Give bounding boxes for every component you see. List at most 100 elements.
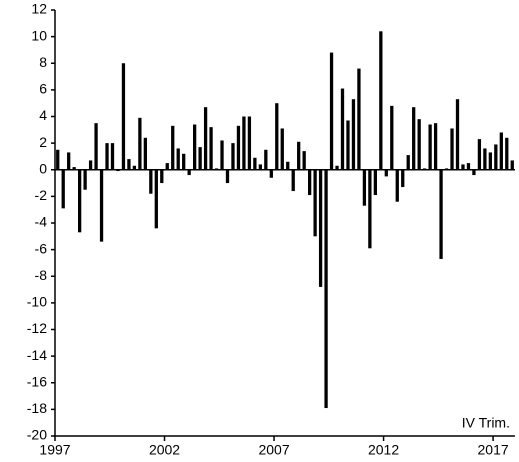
- bar: [412, 107, 416, 170]
- bar: [488, 152, 492, 170]
- bar: [357, 68, 361, 170]
- bar: [56, 149, 60, 170]
- bar: [291, 169, 295, 192]
- x-tick-label: 2017: [478, 442, 509, 458]
- bar: [472, 169, 476, 176]
- bar: [78, 169, 82, 233]
- y-tick-label: -2: [35, 187, 48, 203]
- bar: [193, 124, 197, 170]
- bar: [187, 169, 191, 176]
- y-tick-label: -14: [27, 347, 47, 363]
- bar: [203, 107, 208, 170]
- bar: [231, 143, 235, 170]
- annotation: IV Trim.: [462, 415, 510, 431]
- bar: [269, 169, 273, 178]
- bar: [302, 151, 306, 170]
- y-tick-label: -4: [35, 214, 48, 230]
- bar: [494, 144, 498, 170]
- bar: [324, 169, 328, 409]
- bar: [318, 169, 323, 287]
- x-tick-label: 2012: [368, 442, 399, 458]
- bar: [373, 169, 377, 196]
- bar: [461, 164, 465, 170]
- bar: [99, 169, 104, 242]
- y-tick-label: -16: [27, 373, 47, 389]
- bar: [94, 123, 98, 170]
- bar: [505, 137, 509, 170]
- bar: [368, 169, 372, 249]
- y-tick-label: 2: [39, 134, 47, 150]
- bar: [209, 127, 213, 170]
- y-tick-label: 8: [39, 54, 47, 70]
- bar: [275, 103, 279, 170]
- bar: [395, 169, 399, 202]
- bar: [406, 155, 410, 170]
- bar: [384, 169, 388, 177]
- x-tick-label: 2007: [258, 442, 289, 458]
- bar: [329, 52, 334, 170]
- bar: [149, 169, 153, 194]
- bar: [88, 160, 93, 170]
- bar: [362, 169, 367, 206]
- bar: [154, 169, 158, 229]
- y-tick-label: -12: [27, 320, 47, 336]
- bar: [455, 99, 460, 170]
- bar: [379, 31, 383, 170]
- bar: [466, 163, 471, 170]
- bar: [264, 149, 268, 170]
- bar: [313, 169, 317, 237]
- bar: [439, 169, 443, 259]
- bar: [165, 163, 169, 170]
- bar: [499, 132, 503, 170]
- bar: [236, 125, 241, 170]
- bar: [297, 141, 301, 170]
- bar: [110, 143, 115, 170]
- bar: [116, 169, 120, 172]
- bar: [67, 152, 71, 170]
- bar: [198, 147, 202, 170]
- bar: [253, 157, 257, 170]
- bar: [351, 99, 356, 170]
- y-tick-label: -10: [27, 294, 47, 310]
- bar: [510, 160, 514, 170]
- bar: [72, 167, 76, 170]
- bar: [182, 153, 186, 170]
- bar: [220, 140, 224, 170]
- x-tick-label: 2002: [149, 442, 180, 458]
- bar: [258, 164, 262, 170]
- bar: [138, 117, 142, 170]
- bar: [477, 139, 482, 170]
- bar: [242, 116, 246, 170]
- bar: [433, 123, 438, 170]
- bar: [171, 125, 175, 170]
- bar: [225, 169, 230, 184]
- bar: [428, 124, 432, 170]
- y-tick-label: 4: [39, 107, 47, 123]
- bar: [390, 105, 394, 170]
- bar: [143, 137, 147, 170]
- bar: [280, 128, 284, 170]
- bar: [214, 168, 219, 170]
- y-tick-label: 0: [39, 160, 47, 176]
- bar: [105, 143, 109, 170]
- bar: [286, 161, 290, 170]
- y-tick-label: -8: [35, 267, 48, 283]
- bar: [444, 168, 449, 170]
- bar: [335, 165, 339, 170]
- y-tick-label: 6: [39, 81, 47, 97]
- bar: [340, 88, 345, 170]
- bar: [423, 168, 427, 170]
- bar: [308, 169, 312, 196]
- bar: [401, 169, 405, 188]
- bar: [121, 63, 126, 170]
- y-tick-label: -18: [27, 400, 47, 416]
- y-tick-label: 12: [31, 1, 47, 17]
- y-tick-label: 10: [31, 27, 47, 43]
- y-tick-label: -20: [27, 427, 47, 443]
- bar: [450, 128, 454, 170]
- bar: [127, 159, 131, 170]
- bar: [61, 169, 65, 209]
- y-tick-label: -6: [35, 240, 48, 256]
- bar: [176, 148, 180, 170]
